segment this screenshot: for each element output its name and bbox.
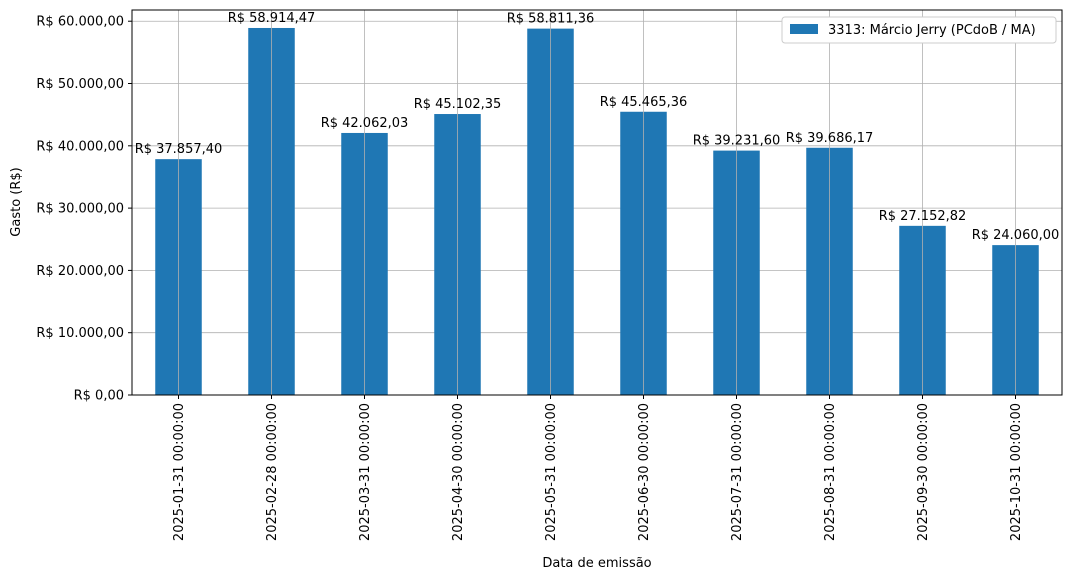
x-tick-label: 2025-10-31 00:00:00 (1009, 403, 1024, 541)
data-label: R$ 39.231,60 (693, 134, 781, 149)
x-tick-label: 2025-04-30 00:00:00 (451, 403, 466, 541)
legend-swatch (790, 24, 818, 34)
y-tick-label: R$ 60.000,00 (36, 15, 124, 30)
legend: 3313: Márcio Jerry (PCdoB / MA) (781, 16, 1057, 44)
data-label: R$ 27.152,82 (879, 209, 967, 224)
y-tick-label: R$ 30.000,00 (36, 202, 124, 217)
x-tick-label: 2025-07-31 00:00:00 (730, 403, 745, 541)
data-label: R$ 42.062,03 (321, 116, 409, 131)
y-tick-label: R$ 50.000,00 (36, 77, 124, 92)
y-tick-label: R$ 40.000,00 (36, 139, 124, 154)
y-tick-label: R$ 0,00 (74, 389, 124, 404)
data-label: R$ 58.914,47 (228, 11, 316, 26)
x-axis-label: Data de emissão (542, 556, 651, 571)
data-labels: R$ 37.857,40 R$ 58.914,47 R$ 42.062,03 R$ 4… (135, 11, 1060, 243)
x-tick-label: 2025-09-30 00:00:00 (916, 403, 931, 541)
y-tick-label: R$ 20.000,00 (36, 264, 124, 279)
y-axis-ticks: R$ 0,00 R$ 10.000,00 R$ 20.000,00 R$ 30.000… (36, 15, 132, 404)
data-label: R$ 45.102,35 (414, 97, 502, 112)
data-label: R$ 37.857,40 (135, 142, 223, 157)
x-tick-label: 2025-01-31 00:00:00 (172, 403, 187, 541)
x-tick-label: 2025-03-31 00:00:00 (358, 403, 373, 541)
data-label: R$ 58.811,36 (507, 12, 595, 27)
x-tick-label: 2025-08-31 00:00:00 (823, 403, 838, 541)
x-tick-label: 2025-06-30 00:00:00 (637, 403, 652, 541)
plot-frame (131, 9, 1063, 396)
y-tick-label: R$ 10.000,00 (36, 326, 124, 341)
data-label: R$ 39.686,17 (786, 131, 874, 146)
legend-box (781, 16, 1057, 44)
x-axis-ticks: 2025-01-31 00:00:00 2025-02-28 00:00:00 20… (172, 395, 1024, 541)
data-label: R$ 45.465,36 (600, 95, 688, 110)
data-label: R$ 24.060,00 (972, 228, 1060, 243)
x-tick-label: 2025-02-28 00:00:00 (265, 403, 280, 541)
x-tick-label: 2025-05-31 00:00:00 (544, 403, 559, 541)
bars (155, 10, 1039, 396)
y-axis-label: Gasto (R$) (9, 167, 24, 236)
legend-entry: 3313: Márcio Jerry (PCdoB / MA) (828, 23, 1036, 38)
